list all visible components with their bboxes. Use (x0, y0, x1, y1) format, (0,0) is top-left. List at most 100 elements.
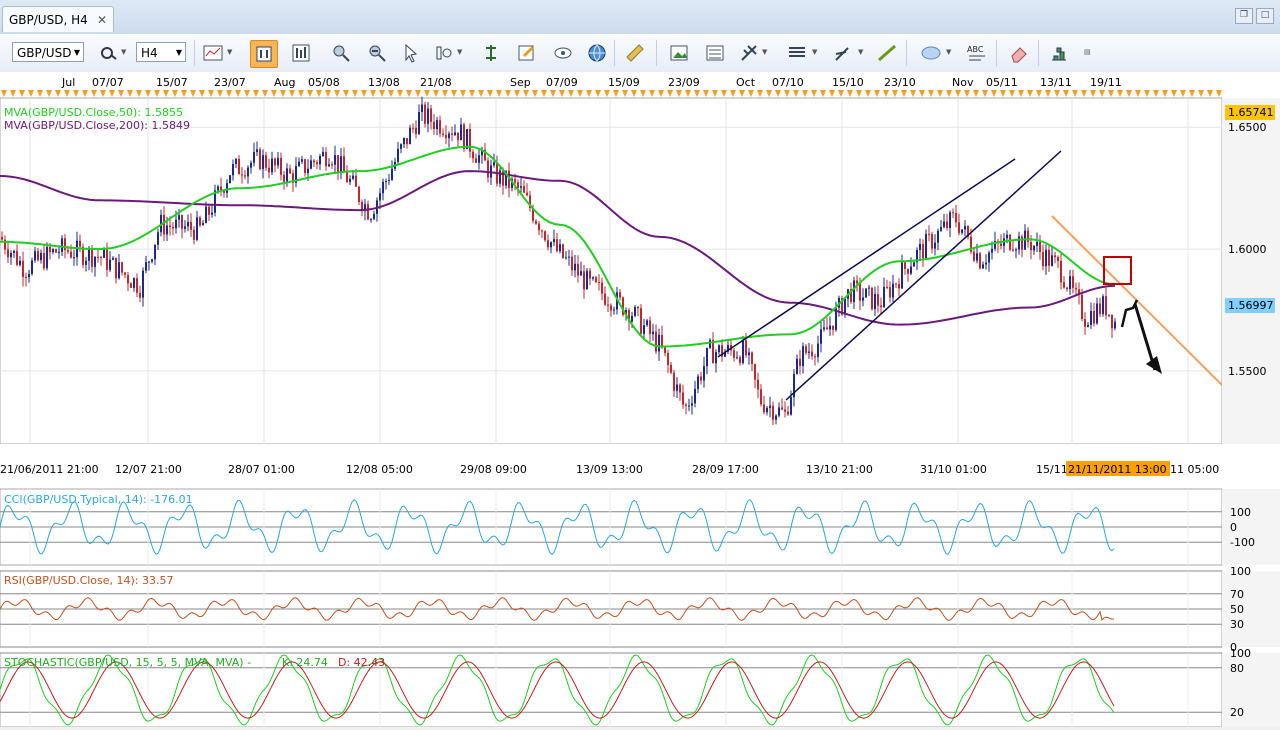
timeframe-select[interactable]: H4 ▼ (136, 42, 186, 62)
timeframe-value: H4 (141, 46, 158, 60)
candle-body (649, 320, 651, 335)
event-marker-icon (262, 90, 268, 97)
candle-body (1099, 303, 1101, 315)
candle-body (511, 179, 513, 188)
candle-body (13, 250, 15, 253)
candle-body (223, 190, 225, 193)
properties-icon[interactable] (516, 42, 538, 64)
maximize-icon[interactable]: □ (1256, 8, 1274, 24)
candle-body (34, 251, 36, 261)
fibonacci-icon[interactable] (738, 42, 760, 64)
candle-body (1051, 255, 1053, 266)
event-marker-icon (784, 90, 790, 97)
ma50-legend: MVA(GBP/USD.Close,50): 1.5855 (4, 106, 183, 119)
text-abc-icon[interactable]: ABC (966, 42, 988, 64)
chevron-down-icon[interactable]: ▼ (227, 48, 233, 56)
price-axis: 1.6500 1.6000 1.5500 (1228, 121, 1267, 378)
candle-body (58, 251, 60, 253)
main-price-panel[interactable] (0, 97, 1223, 445)
chevron-down-icon: ▼ (73, 48, 80, 57)
magnifier-icon[interactable] (434, 42, 456, 64)
event-marker-icon (199, 90, 205, 97)
candle-body (259, 149, 261, 170)
pencil-icon[interactable] (832, 42, 854, 64)
cci-levels: 100 0 -100 (0, 489, 1255, 565)
candle-body (430, 108, 432, 122)
candle-body (328, 164, 330, 167)
candle-body (79, 240, 81, 247)
candle-body (361, 201, 363, 212)
top-date-axis: Jul 07/07 15/07 23/07 Aug 05/08 13/08 21/08 Sep 0… (1, 76, 1222, 97)
candle-body (538, 223, 540, 231)
event-marker-icon (496, 90, 502, 97)
chevron-down-icon[interactable]: ▼ (946, 48, 952, 56)
highlight-box[interactable] (1103, 256, 1132, 285)
zoom-out-icon[interactable] (366, 42, 388, 64)
ruler-icon[interactable] (624, 42, 646, 64)
overflow-icon[interactable]: ▤ (1084, 48, 1091, 56)
event-marker-icon (82, 90, 88, 97)
top-axis-label: 15/07 (156, 76, 188, 89)
ellipse-icon[interactable] (920, 42, 942, 64)
chart-type-icon[interactable] (98, 42, 120, 64)
candle-body (559, 244, 561, 252)
line-icon[interactable] (876, 42, 898, 64)
candle-body (973, 251, 975, 261)
upper-channel-line[interactable] (717, 158, 1016, 358)
template-icon[interactable] (704, 42, 726, 64)
eraser-icon[interactable] (1008, 42, 1030, 64)
chevron-down-icon[interactable]: ▼ (457, 48, 463, 56)
globe-icon[interactable] (586, 42, 608, 64)
close-icon[interactable]: ✕ (96, 12, 107, 27)
candle-body (928, 233, 930, 235)
candle-body (643, 325, 645, 334)
symbol-select[interactable]: GBP/USD ▼ (12, 42, 84, 62)
event-marker-icon (649, 90, 655, 97)
restore-icon[interactable]: ❐ (1235, 8, 1253, 24)
chevron-down-icon[interactable]: ▼ (858, 48, 864, 56)
candle-body (892, 283, 894, 298)
candlestick-mode-icon[interactable] (250, 40, 278, 68)
candle-body (850, 289, 852, 302)
candle-body (1111, 314, 1113, 329)
chart-tab[interactable]: GBP/USD, H4 ✕ (2, 6, 114, 32)
lower-channel-line[interactable] (785, 150, 1062, 401)
candle-body (544, 231, 546, 241)
event-marker-icon (1063, 90, 1069, 97)
event-marker-icon (1108, 90, 1114, 97)
picture-icon[interactable] (668, 42, 690, 64)
resistance-line[interactable] (1051, 215, 1234, 397)
chevron-down-icon[interactable]: ▼ (762, 48, 768, 56)
candle-body (220, 186, 222, 191)
chevron-down-icon[interactable]: ▼ (121, 48, 127, 56)
candle-body (580, 271, 582, 276)
candle-body (1096, 303, 1098, 324)
candle-body (607, 304, 609, 306)
vertical-line-icon[interactable] (480, 42, 502, 64)
candle-body (322, 151, 324, 157)
candle-body (880, 305, 882, 308)
candle-body (193, 229, 195, 240)
candle-body (67, 250, 69, 252)
chevron-down-icon[interactable]: ▼ (812, 48, 818, 56)
eye-icon[interactable] (552, 42, 574, 64)
candle-body (1114, 321, 1116, 329)
zoom-in-icon[interactable] (330, 42, 352, 64)
candle-body (568, 256, 570, 258)
event-marker-icon (946, 90, 952, 97)
time-axis-label: 29/08 09:00 (460, 463, 527, 476)
stochastic-panel[interactable] (0, 652, 1223, 728)
pointer-icon[interactable] (400, 42, 422, 64)
bars-icon[interactable] (786, 42, 808, 64)
indicator-icon[interactable] (202, 42, 224, 64)
candle-body (679, 384, 681, 393)
candle-body (316, 162, 318, 165)
candle-body (400, 144, 402, 149)
time-axis-label: 13/09 13:00 (576, 463, 643, 476)
candle-body (262, 155, 264, 170)
layers-icon[interactable] (1048, 42, 1070, 64)
candle-body (310, 160, 312, 169)
event-marker-icon (136, 90, 142, 97)
bar-mode-icon[interactable] (290, 42, 312, 64)
chart-svg[interactable]: Jul 07/07 15/07 23/07 Aug 05/08 13/08 21/08 Sep 0… (0, 72, 1280, 728)
